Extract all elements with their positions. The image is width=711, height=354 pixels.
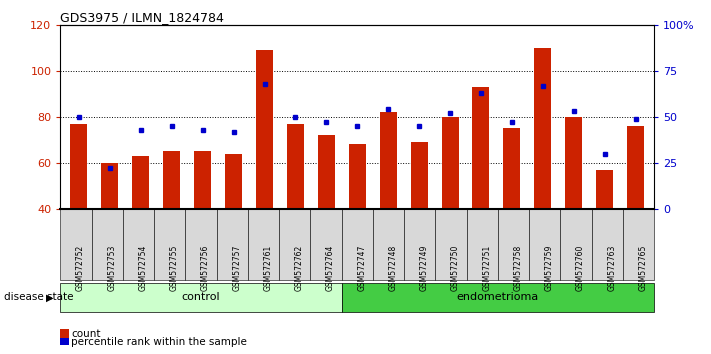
Text: GSM572763: GSM572763 [607, 244, 616, 291]
Text: GSM572760: GSM572760 [576, 244, 585, 291]
Text: GSM572762: GSM572762 [295, 244, 304, 291]
Text: percentile rank within the sample: percentile rank within the sample [71, 337, 247, 347]
Text: GSM572750: GSM572750 [451, 244, 460, 291]
Bar [287, 124, 304, 209]
Bar [627, 126, 644, 209]
Bar [596, 170, 613, 209]
Bar [164, 152, 181, 209]
Text: GSM572765: GSM572765 [638, 244, 648, 291]
Text: GSM572755: GSM572755 [170, 244, 178, 291]
Text: GSM572761: GSM572761 [264, 244, 272, 291]
Text: GSM572749: GSM572749 [419, 244, 429, 291]
Bar [380, 112, 397, 209]
Text: GSM572747: GSM572747 [358, 244, 366, 291]
Text: GSM572757: GSM572757 [232, 244, 241, 291]
Text: GSM572754: GSM572754 [139, 244, 148, 291]
Bar [534, 48, 551, 209]
Bar [472, 87, 489, 209]
Text: disease state: disease state [4, 292, 73, 302]
Text: GSM572764: GSM572764 [326, 244, 335, 291]
Text: count: count [71, 329, 100, 339]
Text: GSM572748: GSM572748 [388, 244, 397, 291]
Bar [132, 156, 149, 209]
Bar [565, 117, 582, 209]
Bar [318, 135, 335, 209]
Text: GSM572756: GSM572756 [201, 244, 210, 291]
Bar [225, 154, 242, 209]
Text: control: control [182, 292, 220, 302]
Text: GSM572751: GSM572751 [482, 244, 491, 291]
Bar [256, 50, 273, 209]
Bar [70, 124, 87, 209]
Bar [194, 152, 211, 209]
Bar [442, 117, 459, 209]
Text: ▶: ▶ [46, 292, 53, 302]
Text: GSM572752: GSM572752 [76, 244, 85, 291]
Bar [503, 129, 520, 209]
Text: GDS3975 / ILMN_1824784: GDS3975 / ILMN_1824784 [60, 11, 224, 24]
Text: GSM572759: GSM572759 [545, 244, 554, 291]
Text: GSM572758: GSM572758 [513, 244, 523, 291]
Bar [411, 142, 427, 209]
Text: GSM572753: GSM572753 [107, 244, 117, 291]
Bar [349, 144, 365, 209]
Bar [102, 163, 119, 209]
Text: endometrioma: endometrioma [456, 292, 539, 302]
